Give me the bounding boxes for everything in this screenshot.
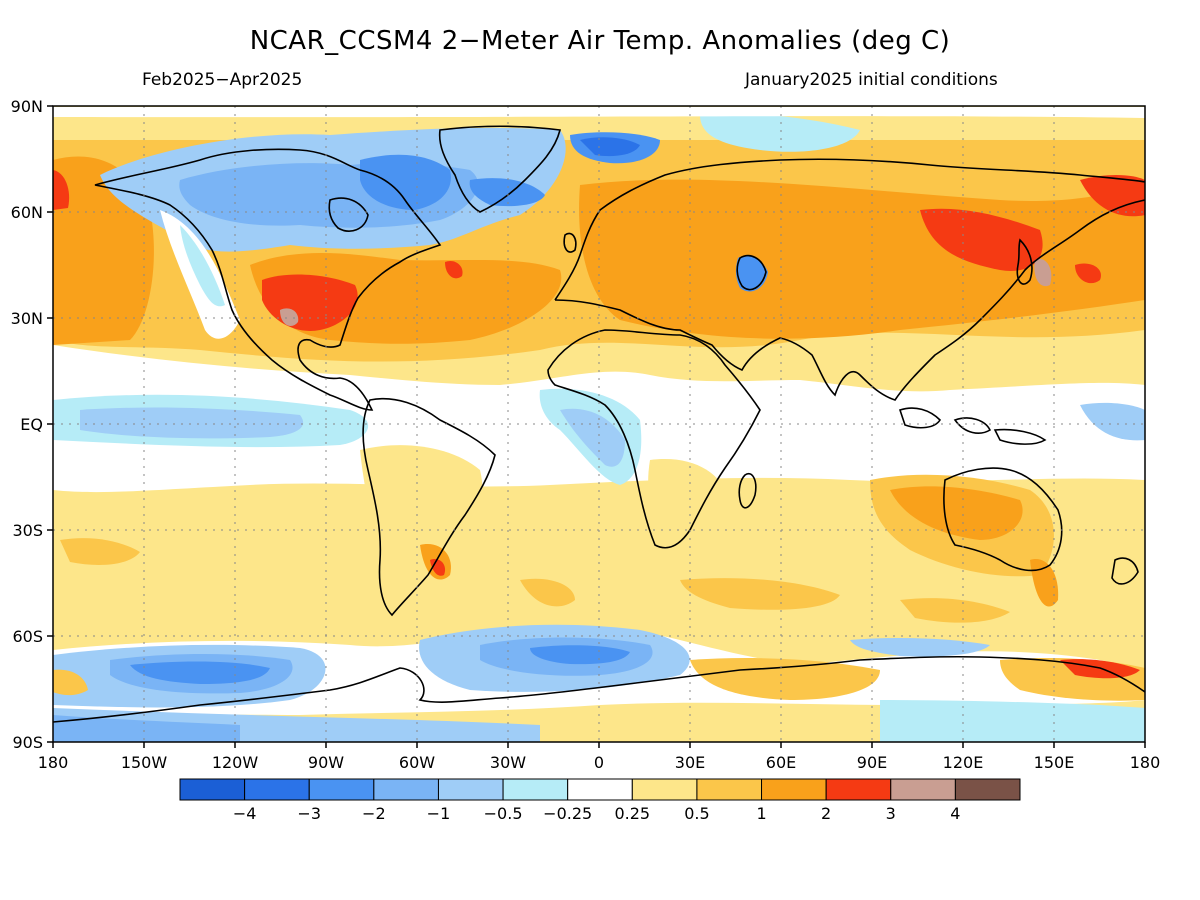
colorbar-label: −0.5 [484,804,523,823]
colorbar-swatch [761,778,827,801]
lon-label: 120W [212,753,259,772]
colorbar-label: 1 [756,804,766,823]
lon-label: 120E [943,753,984,772]
colorbar-label: 0.5 [684,804,709,823]
lon-label: 60W [399,753,435,772]
colorbar-swatch [437,778,504,801]
colorbar-swatch [890,778,956,801]
colorbar-swatch [244,778,310,801]
coastlines [53,125,1145,723]
lon-label: 60E [766,753,796,772]
colorbar-swatch [825,778,892,801]
forecast-period: Feb2025−Apr2025 [142,70,303,90]
lon-label: 90E [857,753,887,772]
colorbar-label: −2 [362,804,386,823]
lon-label: 30E [675,753,705,772]
lat-label: 30S [12,521,43,540]
latitude-axis: 90N 60N 30N EQ 30S 60S 90S [11,97,53,752]
colorbar-swatch [696,778,763,801]
colorbar-label: −0.25 [543,804,592,823]
lon-label: 150E [1034,753,1075,772]
colorbar-swatch [631,778,698,801]
colorbar-swatch [308,778,375,801]
lon-label: 180 [38,753,69,772]
colorbar-swatch [567,778,633,801]
colorbar-label: 4 [950,804,960,823]
lat-label: 60S [12,627,43,646]
lat-label: EQ [20,415,43,434]
colorbar-swatch [954,778,1021,801]
colorbar-label: 0.25 [614,804,650,823]
lat-label: 90S [12,733,43,752]
lat-label: 90N [11,97,43,116]
colorbar-label: −3 [297,804,321,823]
lon-label: 150W [121,753,168,772]
colorbar-label: −1 [427,804,451,823]
colorbar-label: 2 [821,804,831,823]
lon-label: 30W [490,753,526,772]
colorbar-swatch [179,778,246,801]
colorbar-swatch [502,778,569,801]
graticule [53,106,1145,742]
lon-label: 0 [594,753,604,772]
colorbar: −4 −3 −2 −1 −0.5 −0.25 0.25 0.5 1 2 3 4 [179,778,1021,823]
lon-label: 180 [1130,753,1161,772]
initial-conditions: January2025 initial conditions [745,70,998,90]
colorbar-swatch [373,778,439,801]
lat-label: 60N [11,203,43,222]
colorbar-label: 3 [886,804,896,823]
longitude-axis: 180 150W 120W 90W 60W 30W 0 30E 60E 90E 120E 150E 18… [38,742,1161,772]
colorbar-label: −4 [233,804,257,823]
lon-label: 90W [308,753,344,772]
map-title: NCAR_CCSM4 2−Meter Air Temp. Anomalies (… [249,26,951,56]
lat-label: 30N [11,309,43,328]
